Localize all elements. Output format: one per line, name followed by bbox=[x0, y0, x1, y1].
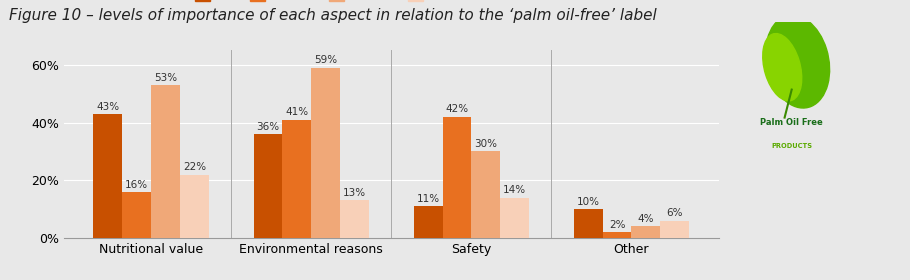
Text: 14%: 14% bbox=[503, 185, 526, 195]
Text: 13%: 13% bbox=[343, 188, 366, 198]
Text: 36%: 36% bbox=[257, 122, 279, 132]
Bar bbox=[632, 227, 661, 238]
Bar bbox=[471, 151, 500, 238]
Ellipse shape bbox=[763, 34, 802, 101]
Bar bbox=[442, 117, 471, 238]
Bar bbox=[414, 206, 442, 238]
Bar bbox=[661, 221, 689, 238]
Bar bbox=[151, 85, 180, 238]
Text: PRODUCTS: PRODUCTS bbox=[771, 143, 813, 149]
Bar bbox=[94, 114, 122, 238]
Text: 41%: 41% bbox=[285, 107, 308, 117]
Bar bbox=[180, 174, 208, 238]
Bar bbox=[574, 209, 602, 238]
Legend: UK, France, Poland, Sweden: UK, France, Poland, Sweden bbox=[190, 0, 488, 8]
Text: 59%: 59% bbox=[314, 55, 338, 66]
Text: 10%: 10% bbox=[577, 197, 600, 207]
Text: 30%: 30% bbox=[474, 139, 497, 149]
Text: 22%: 22% bbox=[183, 162, 206, 172]
Text: 4%: 4% bbox=[638, 214, 654, 224]
Bar bbox=[340, 200, 369, 238]
Bar bbox=[602, 232, 632, 238]
Ellipse shape bbox=[765, 15, 830, 108]
Text: 6%: 6% bbox=[666, 208, 683, 218]
Bar bbox=[282, 120, 311, 238]
Bar bbox=[254, 134, 282, 238]
Text: 2%: 2% bbox=[609, 220, 625, 230]
Text: Palm Oil Free: Palm Oil Free bbox=[761, 118, 823, 127]
Bar bbox=[122, 192, 151, 238]
Bar bbox=[501, 198, 529, 238]
Text: 11%: 11% bbox=[417, 194, 440, 204]
Text: 16%: 16% bbox=[126, 179, 148, 190]
Text: 43%: 43% bbox=[96, 102, 119, 112]
Text: Figure 10 – levels of importance of each aspect in relation to the ‘palm oil-fre: Figure 10 – levels of importance of each… bbox=[9, 8, 657, 24]
Text: 53%: 53% bbox=[154, 73, 177, 83]
Bar bbox=[311, 68, 340, 238]
Text: 42%: 42% bbox=[445, 104, 469, 115]
